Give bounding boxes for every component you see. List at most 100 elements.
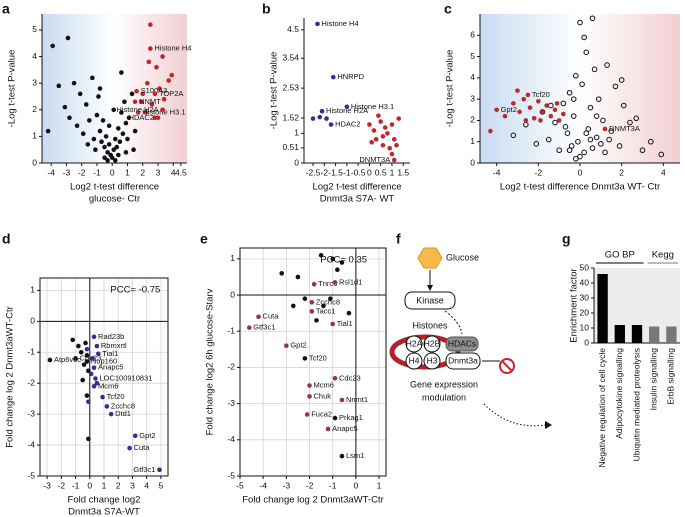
point — [154, 64, 159, 70]
y-tick-label: 0.51 — [282, 142, 299, 152]
point — [380, 134, 386, 139]
point — [302, 296, 308, 301]
x-axis-label: Log2 t-test difference Dnmt3a WT- Ctr — [500, 182, 660, 193]
point-label: Chuk — [314, 391, 332, 400]
point — [90, 75, 95, 81]
x-axis-label: Log2 t-test difference — [312, 182, 401, 193]
point — [132, 433, 138, 439]
x-tick-label: -4 — [493, 167, 501, 177]
point — [387, 145, 393, 151]
point — [246, 325, 252, 330]
point-label: DNMT3A — [609, 124, 640, 133]
group-label: GO BP — [605, 250, 635, 261]
point — [295, 274, 301, 280]
y-tick-label: 20 — [580, 307, 590, 317]
point — [583, 130, 590, 136]
y-tick-label: 0 — [30, 316, 35, 326]
point — [279, 271, 285, 276]
point — [598, 141, 604, 147]
point — [575, 138, 581, 145]
y-tick-label: 0 — [32, 157, 37, 167]
point — [62, 104, 68, 110]
point-label: Tcf20 — [309, 353, 327, 362]
point — [307, 383, 312, 388]
point — [608, 128, 615, 134]
point — [573, 72, 579, 79]
x-tick-label: Insulin signalling — [648, 348, 658, 411]
outcome-label: Gene expression — [410, 379, 478, 389]
point — [91, 334, 97, 340]
point-label: Anapc5 — [332, 424, 357, 433]
y-tick-label: 4.5 — [287, 24, 299, 34]
point — [123, 120, 129, 126]
point — [581, 34, 587, 41]
x-tick-label: -2 — [535, 167, 543, 177]
x-tick-label: ErbB signalling — [666, 348, 676, 405]
block-sign — [499, 358, 515, 374]
point — [106, 142, 112, 147]
point — [587, 104, 594, 111]
point-label: Prkag1 — [339, 413, 363, 422]
point-label: Histone H4 — [322, 19, 359, 28]
point — [140, 91, 146, 97]
y-tick-label: 1 — [470, 136, 475, 146]
point — [87, 118, 92, 123]
point-label: Histone H3.1 — [351, 102, 394, 111]
point-label: Gtf3c1 — [133, 465, 155, 474]
x-tick-label: 4 — [144, 480, 149, 490]
point — [47, 357, 53, 363]
point — [378, 119, 383, 124]
point — [96, 351, 101, 357]
point — [302, 356, 308, 361]
point — [579, 81, 585, 88]
point — [145, 80, 150, 86]
y-tick-label: 4 — [32, 51, 37, 61]
y-tick-label: -1 — [27, 347, 35, 357]
point-label: Gpt2 — [139, 431, 155, 440]
point — [86, 399, 91, 405]
point — [71, 80, 77, 86]
point — [593, 134, 600, 141]
point — [380, 142, 386, 148]
point — [552, 107, 558, 113]
point — [573, 155, 579, 162]
point — [93, 376, 98, 381]
point — [77, 91, 83, 97]
point — [394, 142, 399, 148]
glucose-label: Glucose — [446, 252, 479, 262]
point — [521, 96, 527, 102]
point — [120, 131, 126, 137]
block-sign — [501, 360, 513, 372]
x-tick-label: 1.5 — [397, 167, 409, 177]
point — [122, 99, 127, 105]
point — [346, 310, 352, 316]
y-tick-label: -4 — [227, 434, 235, 444]
point-label: Rbmxrtl — [101, 341, 127, 350]
x-axis-label: Fold change log2 — [68, 495, 141, 506]
point — [76, 343, 81, 349]
point — [80, 131, 86, 137]
point-label: S100A3 — [141, 86, 168, 95]
panel-letter: a — [2, 1, 10, 17]
point — [367, 122, 372, 127]
point — [604, 62, 610, 68]
y-tick-label: 10 — [580, 322, 590, 332]
point — [91, 365, 97, 371]
h3: H3 — [427, 355, 438, 365]
annotation: PCC= -0.75 — [110, 285, 160, 296]
point — [307, 394, 312, 399]
point-label: Zcchc8 — [316, 297, 340, 306]
panel-letter: g — [562, 231, 571, 247]
x-tick-label: -3 — [63, 167, 71, 177]
point — [100, 394, 105, 400]
x-tick-label: 3 — [130, 480, 135, 490]
point — [577, 19, 583, 26]
point — [331, 74, 336, 80]
point-label: Mcm6 — [98, 381, 118, 390]
x-tick-label: 2 — [619, 167, 624, 177]
point — [152, 91, 158, 97]
x-tick-label: -3 — [283, 480, 291, 490]
x-tick-label: 2 — [140, 167, 145, 177]
point — [396, 116, 402, 121]
y-axis-label: -Log t-test P-value — [445, 50, 456, 128]
